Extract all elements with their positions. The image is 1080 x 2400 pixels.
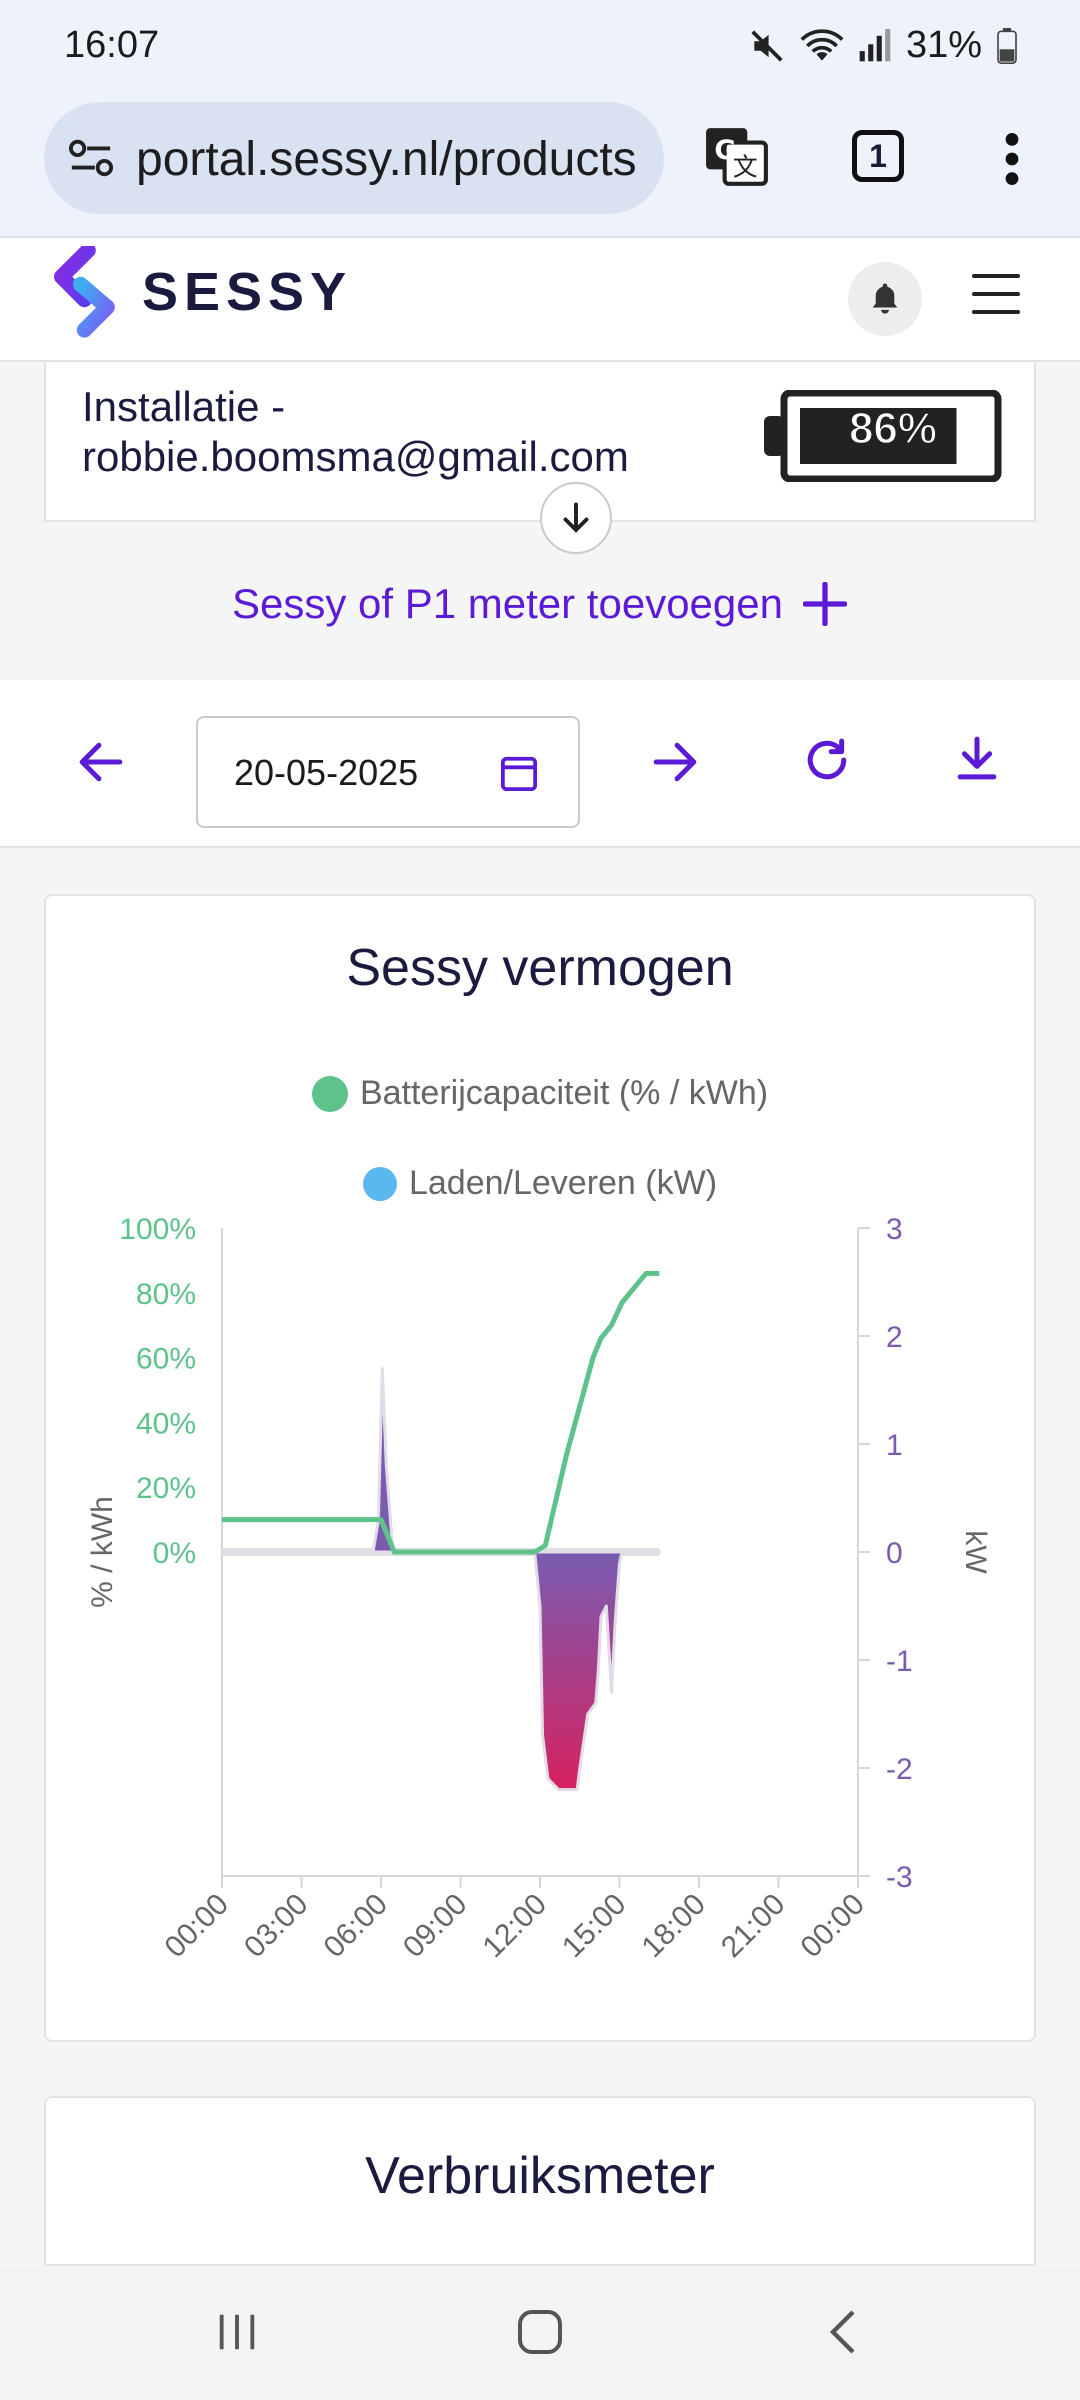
y-left-tick-label: 60% [136, 1343, 196, 1376]
date-navigation: 20-05-2025 [0, 680, 1080, 848]
refresh-icon[interactable] [804, 736, 850, 784]
y-left-tick-label: 20% [136, 1472, 196, 1505]
installation-card: Installatie - robbie.boomsma@gmail.com 8… [44, 362, 1036, 522]
translate-icon[interactable]: G 文 [704, 126, 770, 188]
legend-label-battery: Batterijcapaciteit (% / kWh) [359, 1074, 769, 1112]
x-tick-label: 12:00 [477, 1888, 553, 1964]
address-bar[interactable]: portal.sessy.nl/products [44, 102, 664, 214]
power-chart[interactable]: 100% 80% 60% 40% 20% 0% 3 2 1 0 -1 -2 -3 % / kWh kW 00:… [46, 896, 1038, 2044]
legend-dot-battery [311, 1075, 348, 1112]
arrow-down-icon [563, 502, 589, 533]
status-time: 16:07 [64, 24, 160, 66]
add-device-label: Sessy of P1 meter toevoegen [232, 580, 783, 627]
y-right-tick-label: 3 [886, 1213, 903, 1246]
mute-icon [751, 29, 783, 62]
previous-day-icon[interactable] [78, 740, 124, 784]
url-text[interactable]: portal.sessy.nl/products [136, 133, 637, 186]
menu-line [972, 274, 1020, 278]
next-day-icon[interactable] [652, 740, 698, 784]
y-left-axis-title: % / kWh [86, 1496, 119, 1608]
bell-icon [872, 283, 898, 314]
site-settings-icon[interactable] [68, 138, 114, 178]
consumption-card: Verbruiksmeter [44, 2096, 1036, 2266]
svg-text:G: G [714, 135, 736, 166]
series-battery-line [222, 1270, 660, 1555]
menu-line [972, 310, 1020, 314]
y-right-tick-label: 2 [886, 1321, 903, 1354]
more-vert-icon[interactable] [1000, 132, 1024, 186]
chart-title: Sessy vermogen [346, 939, 734, 997]
y-left-tick-label: 40% [136, 1407, 196, 1440]
x-tick-label: 18:00 [636, 1888, 712, 1964]
x-tick-label: 21:00 [715, 1888, 791, 1964]
x-tick-label: 15:00 [556, 1888, 632, 1964]
svg-text:文: 文 [733, 153, 758, 182]
y-left-tick-label: 0% [153, 1537, 196, 1570]
menu-line [972, 292, 1020, 296]
home-icon[interactable] [516, 2308, 564, 2356]
date-value[interactable]: 20-05-2025 [234, 752, 419, 793]
tabs-count-button[interactable]: 1 [852, 130, 904, 182]
battery-icon [997, 27, 1017, 64]
installation-name-line2: robbie.boomsma@gmail.com [82, 433, 629, 480]
add-device-link[interactable]: Sessy of P1 meter toevoegen [232, 580, 847, 628]
wifi-icon [800, 28, 844, 61]
date-picker[interactable]: 20-05-2025 [196, 716, 580, 828]
legend-label-power: Laden/Leveren (kW) [408, 1164, 718, 1202]
series-power-area [220, 1366, 661, 1792]
plus-icon [802, 582, 847, 626]
system-navigation-bar [0, 2266, 1080, 2400]
x-tick-label: 00:00 [795, 1888, 871, 1964]
y-left-tick-label: 80% [136, 1278, 196, 1311]
y-right-tick-label: -3 [886, 1861, 913, 1894]
menu-button[interactable] [972, 274, 1020, 314]
app-header: SESSY [0, 238, 1080, 362]
consumption-title: Verbruiksmeter [365, 2147, 715, 2205]
expand-button[interactable] [540, 482, 612, 554]
status-bar: 16:07 31% [0, 0, 1080, 96]
y-right-tick-label: 1 [886, 1429, 903, 1462]
battery-level-icon [764, 389, 1002, 483]
calendar-icon[interactable] [500, 754, 538, 792]
x-tick-label: 06:00 [318, 1888, 394, 1964]
installation-name-line1: Installatie - [82, 383, 286, 430]
sessy-logo-mark [54, 246, 115, 338]
recents-icon[interactable] [214, 2308, 260, 2356]
power-chart-card: Sessy vermogen Batterijcapaciteit (% / k… [44, 894, 1036, 2042]
logo-text: SESSY [142, 262, 353, 322]
back-icon[interactable] [826, 2308, 860, 2356]
signal-icon [859, 28, 891, 61]
y-left-tick-label: 100% [119, 1213, 196, 1246]
battery-percent-label: 86% [848, 403, 938, 454]
battery-percent: 31% [905, 24, 982, 66]
y-right-tick-label: -1 [886, 1645, 913, 1678]
y-right-tick-label: -2 [886, 1753, 913, 1786]
y-right-tick-label: 0 [886, 1537, 903, 1570]
y-right-axis-title: kW [959, 1530, 992, 1574]
notifications-button[interactable] [848, 262, 922, 336]
browser-toolbar: portal.sessy.nl/products G 文 1 [0, 96, 1080, 238]
sessy-logo[interactable]: SESSY [54, 246, 352, 338]
legend-dot-power [362, 1166, 397, 1201]
x-tick-label: 03:00 [238, 1888, 314, 1964]
installation-name: Installatie - robbie.boomsma@gmail.com [82, 382, 629, 482]
status-icons: 31% [748, 24, 1018, 67]
legend-item-power[interactable]: Laden/Leveren (kW) [46, 1164, 1034, 1203]
legend-item-battery[interactable]: Batterijcapaciteit (% / kWh) [46, 1074, 1034, 1113]
battery-indicator: 86% [764, 389, 1002, 483]
x-tick-label: 00:00 [159, 1888, 235, 1964]
x-tick-label: 09:00 [397, 1888, 473, 1964]
download-icon[interactable] [956, 734, 998, 782]
